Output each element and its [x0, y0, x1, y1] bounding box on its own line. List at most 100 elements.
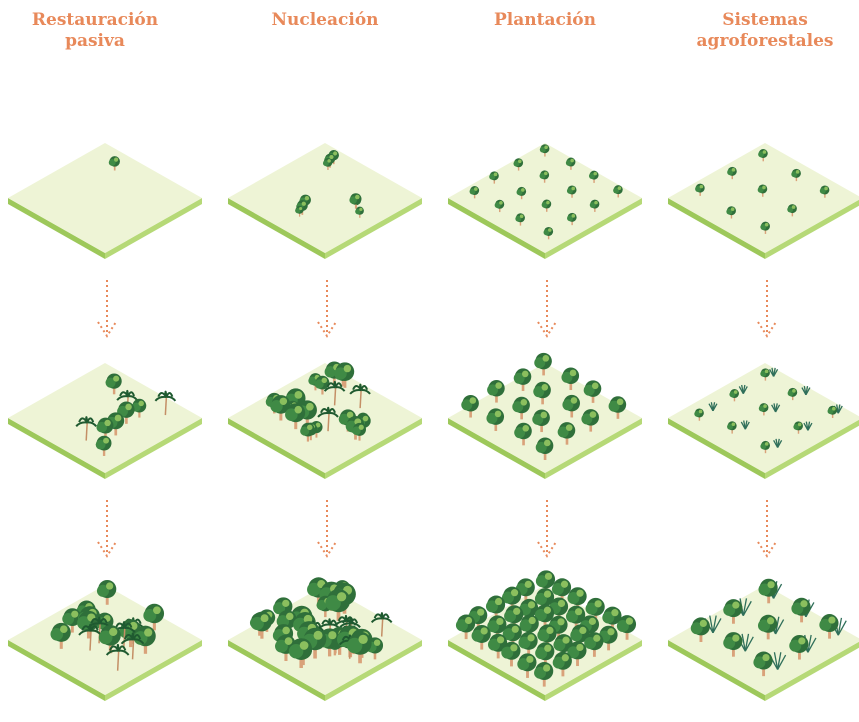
frond — [133, 634, 134, 640]
plate — [8, 143, 202, 259]
canopy-light — [767, 581, 774, 588]
canopy-light — [87, 613, 95, 621]
frond — [335, 382, 336, 387]
canopy-light — [765, 442, 769, 446]
canopy-light — [60, 625, 68, 633]
frond — [86, 417, 87, 422]
canopy-light — [153, 606, 161, 614]
canopy-light — [558, 600, 565, 607]
canopy-light — [344, 365, 351, 372]
canopy-light — [527, 634, 534, 641]
canopy-light — [497, 636, 504, 643]
arrow — [538, 280, 556, 336]
canopy-light — [796, 170, 800, 174]
canopy-light — [798, 637, 805, 644]
canopy-light — [115, 415, 122, 422]
canopy-light — [302, 202, 306, 206]
arrow-head — [98, 542, 116, 556]
frond — [329, 619, 330, 624]
page: Restauración pasiva Nucleación Plantació… — [0, 0, 859, 722]
canopy-light — [280, 398, 287, 405]
arrow — [98, 280, 116, 336]
arrow — [318, 280, 336, 336]
canopy-light — [542, 384, 549, 391]
canopy-light — [307, 425, 313, 431]
canopy-light — [767, 617, 774, 624]
canopy-light — [513, 608, 520, 615]
canopy-light — [103, 438, 109, 444]
canopy-light — [792, 205, 796, 209]
frond — [99, 618, 100, 624]
canopy-light — [798, 423, 802, 427]
canopy-light — [125, 404, 132, 411]
canopy-light — [138, 401, 143, 406]
canopy-light — [522, 425, 529, 432]
canopy-light — [832, 407, 836, 411]
canopy-light — [590, 411, 597, 418]
canopy-light — [700, 185, 704, 189]
canopy-light — [106, 582, 113, 589]
canopy-light — [499, 201, 503, 205]
canopy-light — [544, 645, 551, 652]
arrow-head — [538, 322, 556, 336]
canopy-light — [495, 598, 502, 605]
arrow — [318, 500, 336, 556]
canopy-light — [359, 635, 368, 644]
canopy-light — [109, 628, 117, 636]
canopy-light — [285, 637, 293, 645]
canopy-light — [579, 627, 586, 634]
frond — [165, 392, 166, 397]
canopy-light — [322, 378, 327, 383]
canopy-light — [522, 371, 529, 378]
canopy-light — [593, 635, 600, 642]
canopy-light — [570, 159, 574, 163]
canopy-light — [700, 620, 707, 627]
canopy-light — [732, 168, 736, 172]
frond — [118, 645, 119, 651]
arrow-head — [98, 322, 116, 336]
canopy-light — [765, 370, 769, 374]
plate-top — [668, 363, 859, 473]
canopy-light — [562, 654, 569, 661]
canopy-light — [477, 609, 484, 616]
canopy-light — [528, 601, 535, 608]
canopy-light — [734, 390, 738, 394]
canopy-light — [521, 188, 525, 192]
canopy-light — [328, 631, 336, 639]
canopy-light — [607, 628, 614, 635]
canopy-light — [589, 618, 596, 625]
canopy-light — [518, 159, 522, 163]
canopy-light — [359, 208, 362, 211]
frond — [360, 385, 361, 390]
canopy-light — [474, 187, 478, 191]
canopy-light — [543, 355, 550, 362]
canopy-light — [544, 145, 548, 149]
canopy-light — [792, 389, 796, 393]
canopy-light — [526, 656, 533, 663]
canopy-light — [544, 172, 548, 176]
canopy-light — [327, 159, 331, 163]
canopy-light — [576, 644, 583, 651]
canopy-light — [546, 627, 553, 634]
trunk — [382, 619, 383, 637]
canopy-light — [541, 412, 548, 419]
canopy-light — [496, 618, 503, 625]
canopy-light — [594, 201, 598, 205]
canopy-light — [595, 600, 602, 607]
arrow — [758, 500, 776, 556]
canopy-light — [570, 370, 577, 377]
canopy-light — [294, 391, 302, 399]
canopy-light — [732, 634, 739, 641]
arrow-head — [758, 322, 776, 336]
canopy-light — [520, 215, 524, 219]
canopy-light — [545, 573, 552, 580]
canopy-light — [824, 187, 828, 191]
canopy-light — [732, 602, 739, 609]
canopy-light — [544, 590, 551, 597]
canopy-light — [114, 158, 118, 162]
trunk — [118, 651, 119, 671]
plate-top — [448, 143, 642, 253]
trunk — [86, 423, 87, 441]
canopy-light — [294, 406, 302, 414]
canopy-light — [618, 186, 622, 190]
